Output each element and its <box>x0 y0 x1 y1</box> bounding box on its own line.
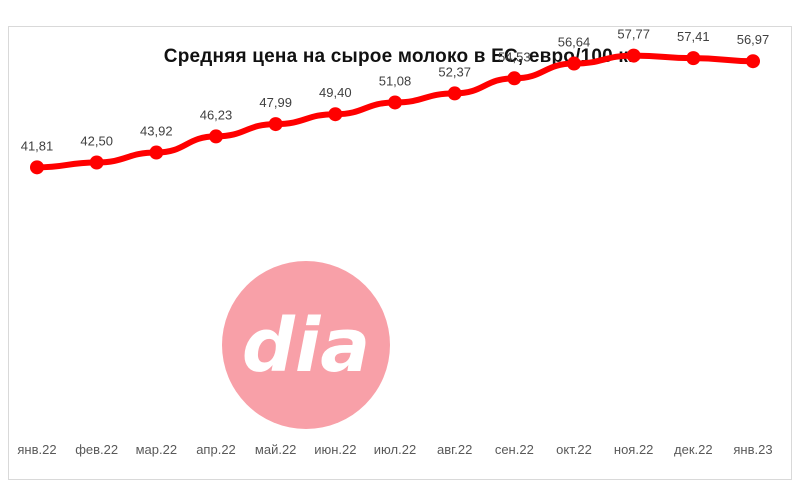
data-label-7: 51,08 <box>379 73 412 88</box>
data-point-7 <box>388 95 402 110</box>
data-label-10: 56,64 <box>558 35 591 50</box>
series-line <box>34 52 756 171</box>
data-point-1 <box>30 160 44 175</box>
data-label-2: 42,50 <box>80 134 113 149</box>
x-tick-label-1: янв.22 <box>17 442 56 457</box>
x-tick-label-4: апр.22 <box>196 442 236 457</box>
data-label-3: 43,92 <box>140 124 173 139</box>
data-label-1: 41,81 <box>21 138 54 153</box>
x-tick-label-10: окт.22 <box>556 442 592 457</box>
data-label-8: 52,37 <box>438 64 471 79</box>
x-tick-label-8: авг.22 <box>437 442 472 457</box>
watermark-circle <box>222 261 390 429</box>
x-tick-label-2: фев.22 <box>75 442 118 457</box>
data-point-11 <box>626 48 641 63</box>
watermark-logo-text: dia <box>242 303 370 389</box>
data-point-6 <box>328 107 343 122</box>
watermark: dia <box>222 261 390 429</box>
data-point-8 <box>447 86 462 101</box>
series-layer <box>30 48 760 175</box>
chart-title: Средняя цена на сырое молоко в ЕС, евро/… <box>163 46 637 67</box>
x-axis-tick-labels: янв.22 фев.22 мар.22 апр.22 май.22 июн.22 июл.… <box>17 442 772 457</box>
x-tick-label-7: июл.22 <box>374 442 416 457</box>
x-tick-label-5: май.22 <box>255 442 297 457</box>
x-tick-label-6: июн.22 <box>314 442 356 457</box>
data-point-13 <box>746 54 760 69</box>
data-point-10 <box>567 56 581 71</box>
data-label-4: 46,23 <box>200 107 233 122</box>
x-tick-label-9: сен.22 <box>495 442 534 457</box>
data-label-11: 57,77 <box>617 27 650 42</box>
data-label-6: 49,40 <box>319 85 352 100</box>
x-tick-label-12: дек.22 <box>674 442 713 457</box>
x-tick-label-13: янв.23 <box>733 442 772 457</box>
data-point-12 <box>686 51 701 66</box>
data-label-5: 47,99 <box>259 95 292 110</box>
data-labels-layer: 41,81 42,50 43,92 46,23 47,99 49,40 51,08 52,37… <box>21 27 770 154</box>
data-label-13: 56,97 <box>737 32 770 47</box>
data-point-3 <box>149 145 164 160</box>
data-point-9 <box>507 71 522 86</box>
data-point-5 <box>268 117 283 132</box>
data-label-9: 54,53 <box>498 49 531 64</box>
data-point-2 <box>89 155 104 170</box>
data-point-4 <box>209 129 223 144</box>
x-tick-label-3: мар.22 <box>136 442 177 457</box>
x-tick-label-11: ноя.22 <box>614 442 654 457</box>
data-label-12: 57,41 <box>677 29 710 44</box>
